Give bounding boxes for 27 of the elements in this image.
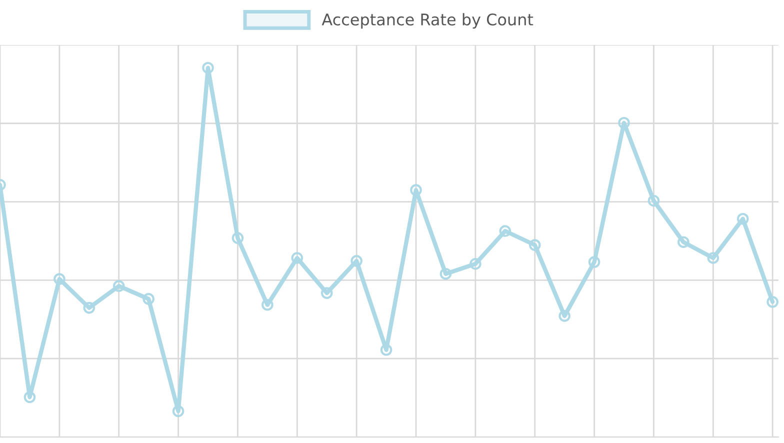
point — [618, 116, 630, 129]
point — [202, 62, 214, 74]
point — [291, 252, 304, 264]
point — [24, 391, 36, 404]
point — [678, 236, 690, 248]
point — [707, 252, 720, 264]
point — [648, 194, 660, 207]
point — [350, 255, 362, 267]
point — [440, 268, 452, 280]
point — [54, 273, 66, 285]
point — [380, 344, 392, 356]
point — [499, 225, 512, 237]
point — [112, 280, 125, 292]
point — [736, 212, 749, 225]
point — [766, 296, 778, 308]
point — [232, 232, 244, 244]
point — [142, 293, 154, 305]
point — [320, 287, 333, 299]
point — [528, 239, 541, 251]
legend-label: Acceptance Rate by Count — [322, 13, 534, 29]
point — [410, 184, 422, 196]
point — [262, 298, 274, 311]
point — [558, 310, 570, 322]
point — [470, 258, 482, 270]
point — [172, 405, 184, 418]
point — [83, 302, 96, 314]
point — [588, 256, 600, 268]
